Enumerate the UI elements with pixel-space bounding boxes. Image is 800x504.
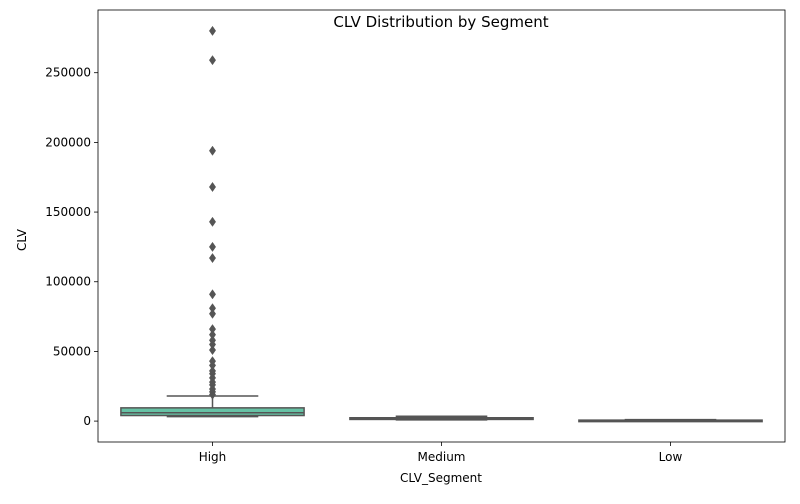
outlier-point [208,216,217,227]
outlier-point [208,289,217,300]
y-axis-label: CLV [15,228,29,251]
box-low [578,418,763,423]
box-medium [349,415,534,421]
y-tick-label: 50000 [53,344,91,358]
chart-title: CLV Distribution by Segment [333,13,548,31]
plot-area-frame [97,9,786,443]
iqr-box [120,407,305,417]
outlier-point [208,308,217,319]
y-tick-label: 100000 [45,275,91,289]
outlier-point [208,335,217,346]
box-series [120,25,763,423]
outlier-point [208,344,217,356]
outlier-point [208,365,217,376]
box-high [120,25,305,418]
outlier-point [208,241,217,252]
outlier-point [208,324,217,335]
outlier-point [208,356,217,367]
outlier-point [208,25,217,36]
y-tick-label: 250000 [45,66,91,80]
y-tick-label: 0 [83,414,91,428]
x-tick-label: Low [659,450,683,464]
outlier-point [208,181,217,193]
y-tick-label: 150000 [45,205,91,219]
outlier-point [208,303,217,314]
outlier-point [208,145,217,156]
x-tick-label: High [199,450,227,464]
outlier-point [208,329,217,340]
x-axis-label: CLV_Segment [400,471,482,485]
y-tick-label: 200000 [45,135,91,149]
outlier-point [208,253,217,264]
outlier-point [208,55,217,66]
x-axis: High Medium Low [199,442,683,464]
y-axis: 0 50000 100000 150000 200000 250000 [45,66,98,428]
x-tick-label: Medium [418,450,466,464]
